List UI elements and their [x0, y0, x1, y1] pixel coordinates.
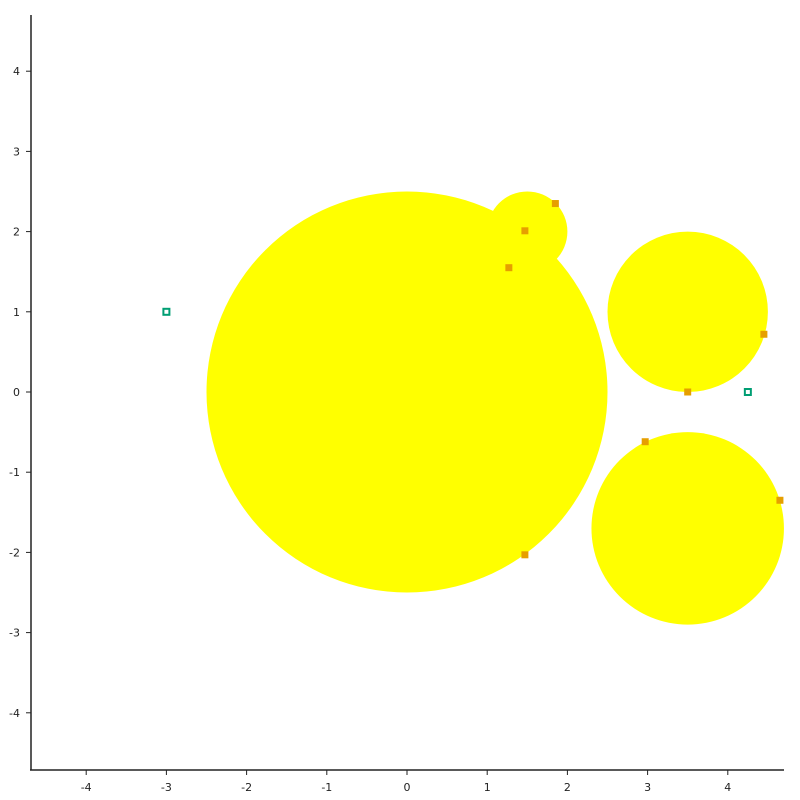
data-point-filled-4: [760, 330, 768, 338]
x-tick-label: 1: [484, 781, 491, 794]
y-tick-label: 0: [13, 386, 20, 399]
y-tick-label: -3: [9, 627, 20, 640]
circle-region-3: [607, 231, 768, 392]
x-axis-ticks: -4 -3 -2 -1 0 1 2 3 4: [81, 770, 731, 794]
y-tick-label: 4: [13, 65, 20, 78]
data-point-filled-6: [641, 438, 649, 446]
x-tick-label: -1: [321, 781, 332, 794]
y-tick-label: 2: [13, 226, 20, 239]
y-tick-label: 3: [13, 145, 20, 158]
circles-layer: [206, 191, 784, 625]
circle-region-1: [206, 191, 608, 593]
x-tick-label: -3: [161, 781, 172, 794]
data-point-filled-2: [521, 227, 529, 235]
data-point-filled-3: [505, 264, 513, 272]
data-point-filled-8: [521, 551, 529, 559]
circle-region-4: [591, 432, 784, 625]
x-tick-label: -4: [81, 781, 92, 794]
data-point-hollow-1: [162, 307, 171, 316]
points-layer: [162, 200, 784, 559]
x-tick-label: 3: [644, 781, 651, 794]
data-point-filled-5: [684, 388, 692, 396]
data-point-hollow-2: [743, 388, 752, 396]
data-point-filled-1: [551, 200, 559, 208]
axes: -4 -3 -2 -1 0 1 2 3 4 4 3 2 1 0 -1 -2 -3 -4: [9, 15, 784, 794]
x-tick-label: -2: [241, 781, 252, 794]
y-tick-label: 1: [13, 306, 20, 319]
data-point-filled-7: [776, 496, 784, 504]
x-tick-label: 4: [724, 781, 731, 794]
x-tick-label: 0: [404, 781, 411, 794]
x-tick-label: 2: [564, 781, 571, 794]
y-tick-label: -2: [9, 546, 20, 559]
y-axis-ticks: 4 3 2 1 0 -1 -2 -3 -4: [9, 65, 31, 720]
y-tick-label: -4: [9, 707, 20, 720]
y-tick-label: -1: [9, 466, 20, 479]
